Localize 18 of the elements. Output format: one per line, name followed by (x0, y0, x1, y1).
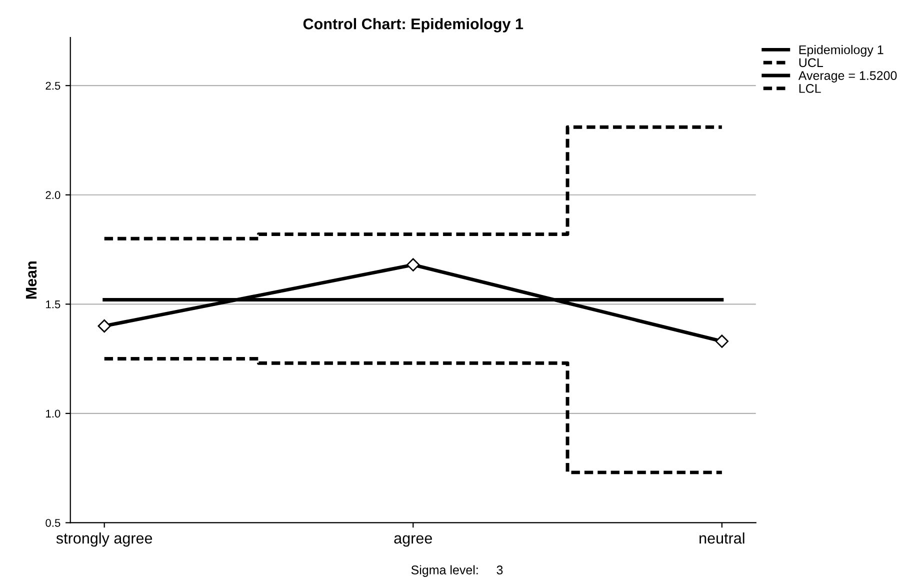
y-tick-label: 1.0 (46, 410, 60, 418)
x-tick-label: neutral (700, 532, 744, 544)
y-axis-title: Mean (26, 262, 37, 299)
legend-label: UCL (799, 58, 823, 68)
y-tick-label: 1.5 (46, 300, 60, 308)
point (715, 334, 728, 348)
point (406, 258, 420, 272)
point (98, 319, 111, 333)
y-tick-label: 2.0 (46, 191, 60, 200)
y-tick-label: 2.5 (46, 82, 60, 90)
legend-label: Average = 1.5200 (798, 71, 897, 82)
x-tick-label: agree (394, 535, 432, 547)
x-tick-label: strongly agree (56, 532, 152, 547)
legend-label: LCL (799, 84, 821, 93)
chart-title: Control Chart: Epidemiology 1 (303, 18, 524, 32)
y-tick-label: 0.5 (46, 518, 60, 527)
text: Sigma level: 3 (411, 565, 503, 577)
legend-label: Epidemiology 1 (799, 45, 884, 57)
